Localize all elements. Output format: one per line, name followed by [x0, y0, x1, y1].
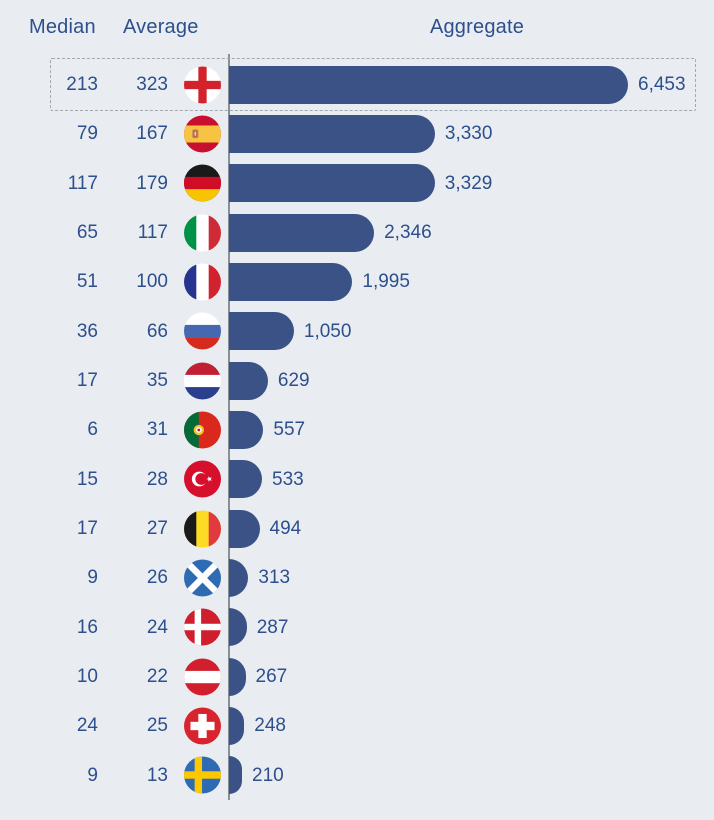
table-row: 9 13 210 [0, 751, 714, 800]
average-value: 13 [146, 764, 168, 786]
average-value: 323 [136, 74, 168, 95]
average-value: 31 [146, 419, 168, 441]
median-value: 51 [76, 271, 98, 293]
table-row: 79 167 3,330 [0, 109, 714, 158]
austria-flag-icon [184, 658, 221, 696]
aggregate-value: 494 [269, 518, 302, 540]
table-row: 213 323 6,453 [0, 57, 714, 111]
turkey-flag-icon [184, 460, 221, 498]
sweden-flag-icon [184, 756, 221, 794]
aggregate-value: 629 [277, 370, 310, 392]
aggregate-bar [229, 707, 245, 746]
switzerland-flag-icon [184, 707, 221, 745]
median-value: 16 [76, 616, 98, 638]
aggregate-value: 533 [272, 468, 304, 490]
aggregate-value: 1,050 [303, 320, 352, 342]
denmark-flag-icon [184, 608, 221, 646]
netherlands-flag-icon [184, 362, 221, 400]
aggregate-value: 210 [252, 764, 284, 786]
table-row: 51 100 1,995 [0, 257, 714, 306]
germany-flag-icon [184, 164, 221, 202]
aggregate-value: 287 [256, 616, 289, 638]
aggregate-column-header: Aggregate [429, 16, 525, 38]
aggregate-value: 267 [255, 666, 288, 688]
average-value: 24 [146, 616, 168, 638]
england-flag-icon [184, 66, 221, 104]
aggregate-bar [229, 213, 375, 252]
table-row: 6 31 557 [0, 405, 714, 454]
scotland-flag-icon [184, 559, 221, 597]
table-row: 36 66 1,050 [0, 307, 714, 356]
median-value: 213 [66, 74, 98, 95]
aggregate-value: 557 [273, 419, 306, 441]
highlight-box [50, 57, 696, 111]
table-row: 65 117 2,346 [0, 208, 714, 257]
table-row: 16 24 287 [0, 603, 714, 652]
table-row: 117 179 3,329 [0, 159, 714, 208]
median-value: 79 [76, 123, 98, 145]
aggregate-bar [229, 164, 435, 203]
average-value: 28 [146, 468, 168, 490]
aggregate-bar [229, 411, 264, 450]
average-column-header: Average [123, 16, 199, 38]
median-value: 6 [87, 419, 98, 441]
aggregate-bar [229, 460, 262, 499]
median-value: 36 [76, 320, 98, 342]
aggregate-bar [229, 756, 242, 795]
median-value: 9 [87, 567, 98, 589]
table-row: 9 26 313 [0, 553, 714, 602]
average-value: 179 [136, 172, 168, 194]
average-value: 22 [146, 666, 168, 688]
table-row: 15 28 533 [0, 455, 714, 504]
aggregate-bar [229, 115, 435, 154]
aggregate-bar [229, 312, 294, 351]
aggregate-value: 313 [258, 567, 291, 589]
table-row: 17 27 494 [0, 504, 714, 553]
average-value: 117 [137, 222, 168, 244]
table-row: 24 25 248 [0, 701, 714, 750]
median-value: 24 [76, 715, 98, 737]
chart-rows: 213 323 6,453 79 167 3,330 117 179 3,329… [0, 57, 714, 800]
portugal-flag-icon [184, 411, 221, 449]
aggregate-bar [229, 559, 249, 598]
aggregate-value: 2,346 [384, 222, 432, 244]
aggregate-bar [229, 657, 246, 696]
belgium-flag-icon [184, 510, 221, 548]
italy-flag-icon [184, 214, 221, 252]
median-column-header: Median [29, 16, 96, 38]
aggregate-value: 6,453 [638, 74, 686, 95]
france-flag-icon [184, 263, 221, 301]
median-value: 9 [87, 764, 98, 786]
table-row: 17 35 629 [0, 356, 714, 405]
aggregate-value: 3,330 [444, 123, 493, 145]
aggregate-value: 248 [254, 715, 286, 737]
table-row: 10 22 267 [0, 652, 714, 701]
average-value: 25 [146, 715, 168, 737]
russia-flag-icon [184, 312, 221, 350]
aggregate-bar [229, 263, 353, 302]
spain-flag-icon [184, 115, 221, 153]
aggregate-bar [229, 65, 628, 104]
median-value: 17 [76, 370, 98, 392]
median-value: 17 [76, 518, 98, 540]
aggregate-bar [229, 509, 260, 548]
average-value: 35 [146, 370, 168, 392]
aggregate-bar [229, 608, 247, 647]
average-value: 167 [136, 123, 168, 145]
baseline-axis [228, 54, 230, 800]
aggregate-bar [229, 361, 268, 400]
aggregate-value: 1,995 [362, 271, 410, 293]
average-value: 26 [146, 567, 168, 589]
aggregate-value: 3,329 [444, 172, 493, 194]
median-value: 15 [76, 468, 98, 490]
median-value: 117 [67, 172, 98, 194]
average-value: 100 [136, 271, 168, 293]
average-value: 66 [146, 320, 168, 342]
average-value: 27 [146, 518, 168, 540]
median-value: 10 [76, 666, 98, 688]
median-value: 65 [76, 222, 98, 244]
